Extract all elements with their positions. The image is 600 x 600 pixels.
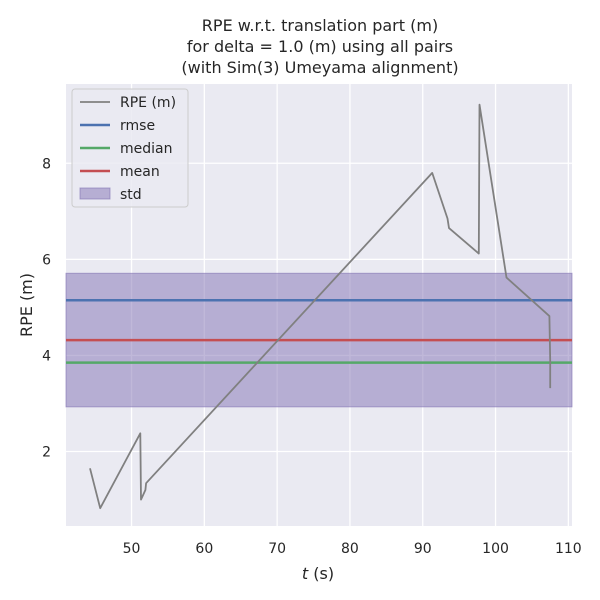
x-tick-label: 90 [414, 541, 432, 557]
chart-title: RPE w.r.t. translation part (m) for delt… [181, 16, 458, 77]
x-tick-label: 60 [195, 541, 213, 557]
title-line-2: for delta = 1.0 (m) using all pairs [187, 37, 453, 56]
x-tick-labels: 50 60 70 80 90 100 110 [123, 541, 582, 557]
x-tick-label: 50 [123, 541, 141, 557]
x-tick-label: 80 [341, 541, 359, 557]
y-tick-label: 8 [42, 156, 51, 172]
legend-box [71, 88, 189, 208]
legend-label: rmse [120, 118, 155, 134]
legend-label: std [120, 187, 142, 203]
y-tick-label: 6 [42, 252, 51, 268]
x-tick-label: 100 [482, 541, 509, 557]
legend-label: median [120, 141, 172, 157]
legend: RPE (m) rmse median mean std [71, 88, 189, 208]
y-axis-label: RPE (m) [17, 273, 36, 337]
x-tick-label: 70 [268, 541, 286, 557]
stat-lines [66, 298, 572, 364]
title-line-1: RPE w.r.t. translation part (m) [202, 16, 438, 35]
y-tick-label: 4 [42, 348, 51, 364]
title-line-3: (with Sim(3) Umeyama alignment) [181, 58, 458, 77]
y-tick-label: 2 [42, 445, 51, 461]
rpe-series-line [89, 103, 552, 510]
x-axis-label: t (s) [302, 564, 334, 583]
y-tick-labels: 2 4 6 8 [42, 156, 51, 460]
series [89, 103, 552, 510]
legend-swatch-std [79, 187, 111, 200]
x-tick-label: 110 [555, 541, 582, 557]
legend-label: RPE (m) [120, 95, 176, 111]
legend-label: mean [120, 164, 160, 180]
